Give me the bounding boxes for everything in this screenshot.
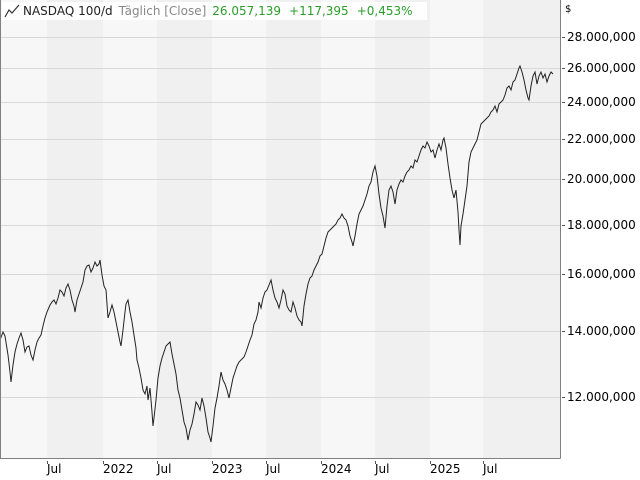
plot-frame (0, 0, 561, 459)
line-chart-icon (4, 4, 20, 18)
y-axis-ticks (562, 37, 565, 398)
price-change: +117,395 (289, 4, 349, 18)
x-tick-label: Jul (483, 462, 498, 476)
background-bands (1, 0, 560, 458)
y-tick-label: 28.000,000 (567, 30, 636, 44)
x-axis-ticks (47, 461, 484, 464)
x-tick-label: Jul (375, 462, 390, 476)
interval-mode: Täglich [Close] (118, 4, 207, 18)
currency-label: $ (565, 4, 572, 15)
y-tick-label: 26.000,000 (567, 61, 636, 75)
instrument-title: NASDAQ 100/d (23, 4, 113, 18)
y-tick-label: 14.000,000 (567, 324, 636, 338)
gridlines (1, 37, 560, 398)
y-tick-label: 16.000,000 (567, 267, 636, 281)
x-tick-label: 2025 (430, 462, 461, 476)
x-tick-label: Jul (157, 462, 172, 476)
last-price: 26.057,139 (212, 4, 282, 18)
x-tick-label: 2023 (212, 462, 243, 476)
chart-header: NASDAQ 100/d Täglich [Close] 26.057,139 … (2, 2, 427, 20)
price-change-pct: +0,453% (356, 4, 413, 18)
y-tick-label: 12.000,000 (567, 390, 636, 404)
price-line (0, 64, 554, 443)
x-tick-label: Jul (266, 462, 281, 476)
y-tick-label: 18.000,000 (567, 218, 636, 232)
y-tick-label: 24.000,000 (567, 95, 636, 109)
x-tick-label: 2022 (103, 462, 134, 476)
x-tick-label: Jul (47, 462, 62, 476)
x-tick-label: 2024 (321, 462, 352, 476)
y-tick-label: 22.000,000 (567, 132, 636, 146)
y-tick-label: 20.000,000 (567, 172, 636, 186)
